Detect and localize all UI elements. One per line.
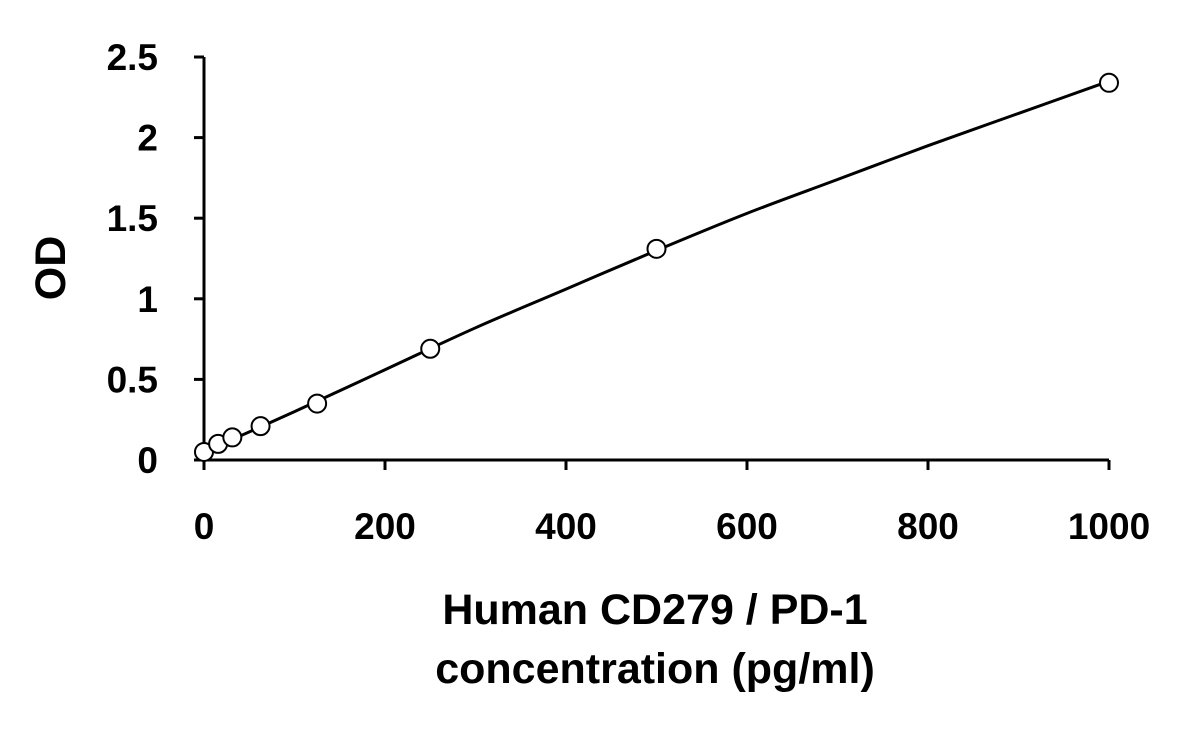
data-point — [420, 338, 441, 359]
x-tick-label: 1000 — [1068, 506, 1150, 547]
x-axis-title-line-2: concentration (pg/ml) — [435, 645, 875, 693]
x-axis-title-line-1: Human CD279 / PD-1 — [442, 586, 867, 634]
y-axis-title: OD — [27, 236, 75, 301]
y-tick-label: 1 — [137, 279, 158, 320]
data-point — [646, 238, 667, 259]
data-point — [250, 416, 271, 437]
data-point — [1099, 72, 1119, 93]
y-ticks: 0 0.5 1 1.5 2 2.5 — [107, 37, 204, 481]
data-point — [222, 427, 243, 448]
x-tick-label: 600 — [716, 506, 778, 547]
x-tick-label: 200 — [354, 506, 416, 547]
x-tick-label: 400 — [535, 506, 597, 547]
data-point — [307, 393, 328, 414]
y-tick-label: 2 — [137, 118, 158, 159]
y-tick-label: 0 — [137, 440, 158, 481]
x-ticks: 0 200 400 600 800 1000 — [194, 460, 1150, 547]
fit-curve-line — [203, 79, 1110, 454]
x-tick-label: 0 — [194, 506, 215, 547]
data-markers — [194, 72, 1119, 462]
x-tick-label: 800 — [897, 506, 959, 547]
y-tick-label: 1.5 — [107, 198, 158, 239]
y-tick-label: 0.5 — [107, 359, 158, 400]
y-tick-label: 2.5 — [107, 37, 158, 78]
